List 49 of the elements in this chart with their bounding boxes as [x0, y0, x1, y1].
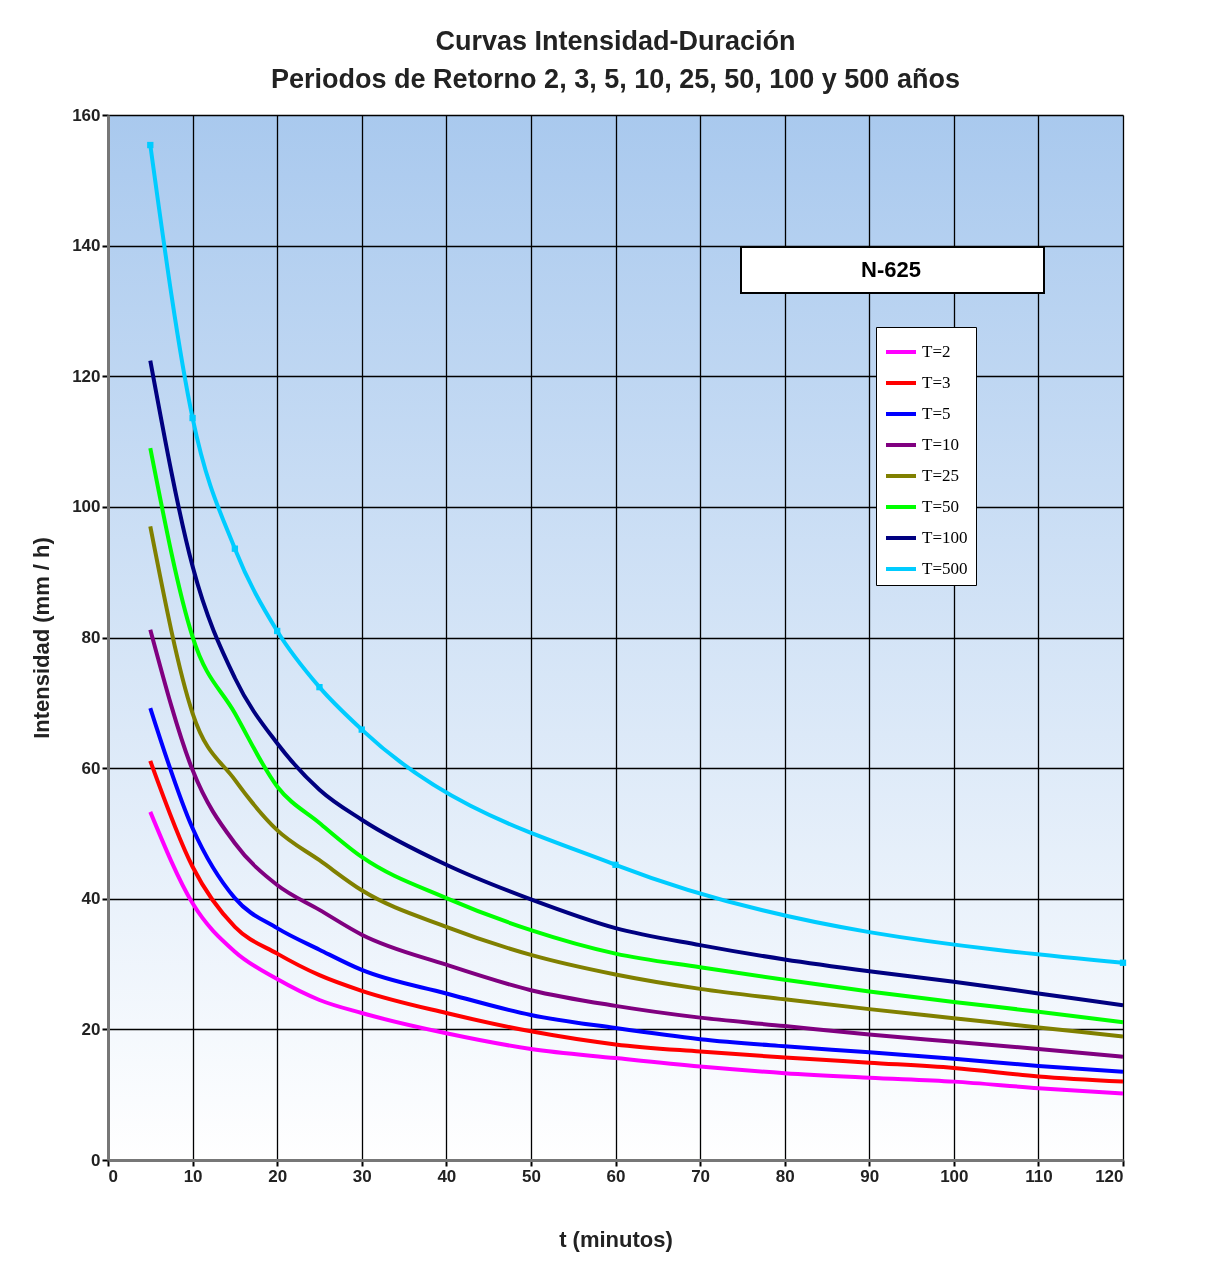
legend-label: T=5 — [922, 404, 951, 423]
x-tick-label: 30 — [352, 1166, 372, 1186]
y-tick-label: 60 — [81, 758, 101, 778]
y-tick-label: 40 — [81, 889, 101, 909]
legend-label: T=3 — [922, 373, 951, 392]
y-tick-label: 120 — [72, 366, 101, 386]
x-tick-label: 60 — [606, 1166, 626, 1186]
y-tick-label: 140 — [72, 236, 101, 256]
text: Curvas Intensidad-Duración — [435, 26, 796, 56]
x-tick-label: 20 — [268, 1166, 288, 1186]
point — [1119, 959, 1127, 966]
annotation: N-625 — [861, 257, 921, 282]
y-axis-title: Intensidad (mm / h) — [29, 537, 55, 739]
legend-label: T=100 — [922, 528, 968, 547]
legend-label: T=50 — [922, 497, 959, 516]
x-tick-label: 0 — [108, 1166, 118, 1186]
x-axis-title: t (minutos) — [559, 1226, 673, 1252]
x-tick-label: 10 — [183, 1166, 203, 1186]
x-tick-label: 70 — [691, 1166, 711, 1186]
line-series — [148, 627, 1123, 1059]
y-tick-label: 20 — [81, 1019, 101, 1039]
x-tick-label: 80 — [775, 1166, 795, 1186]
x-tick-label: 90 — [860, 1166, 880, 1186]
legend-label: T=500 — [922, 559, 968, 578]
legend-label: T=10 — [922, 435, 959, 454]
line-series — [148, 809, 1123, 1096]
y-tick-label: 100 — [72, 497, 101, 517]
point — [189, 414, 196, 422]
point — [274, 627, 281, 635]
y-tick-label: 80 — [81, 628, 101, 647]
x-tick-label: 50 — [521, 1166, 541, 1186]
point — [231, 545, 239, 552]
y-tick-label: 0 — [91, 1150, 101, 1170]
point — [147, 141, 154, 149]
point — [316, 683, 323, 691]
legend-label: T=25 — [922, 466, 959, 485]
x-tick-label: 100 — [940, 1166, 969, 1186]
legend-label: T=2 — [922, 342, 951, 361]
x-tick-label: 120 — [1095, 1166, 1124, 1186]
line-series — [148, 524, 1123, 1039]
point — [358, 726, 365, 733]
line-series — [148, 358, 1123, 1008]
point — [612, 861, 619, 868]
text: Periodos de Retorno 2, 3, 5, 10, 25, 50, 100 y 500 años — [271, 64, 960, 94]
line-series — [148, 758, 1123, 1084]
x-tick-label: 40 — [437, 1166, 457, 1186]
y-tick-label: 160 — [72, 105, 101, 125]
x-tick-label: 110 — [1025, 1166, 1053, 1186]
line-series — [148, 706, 1123, 1074]
